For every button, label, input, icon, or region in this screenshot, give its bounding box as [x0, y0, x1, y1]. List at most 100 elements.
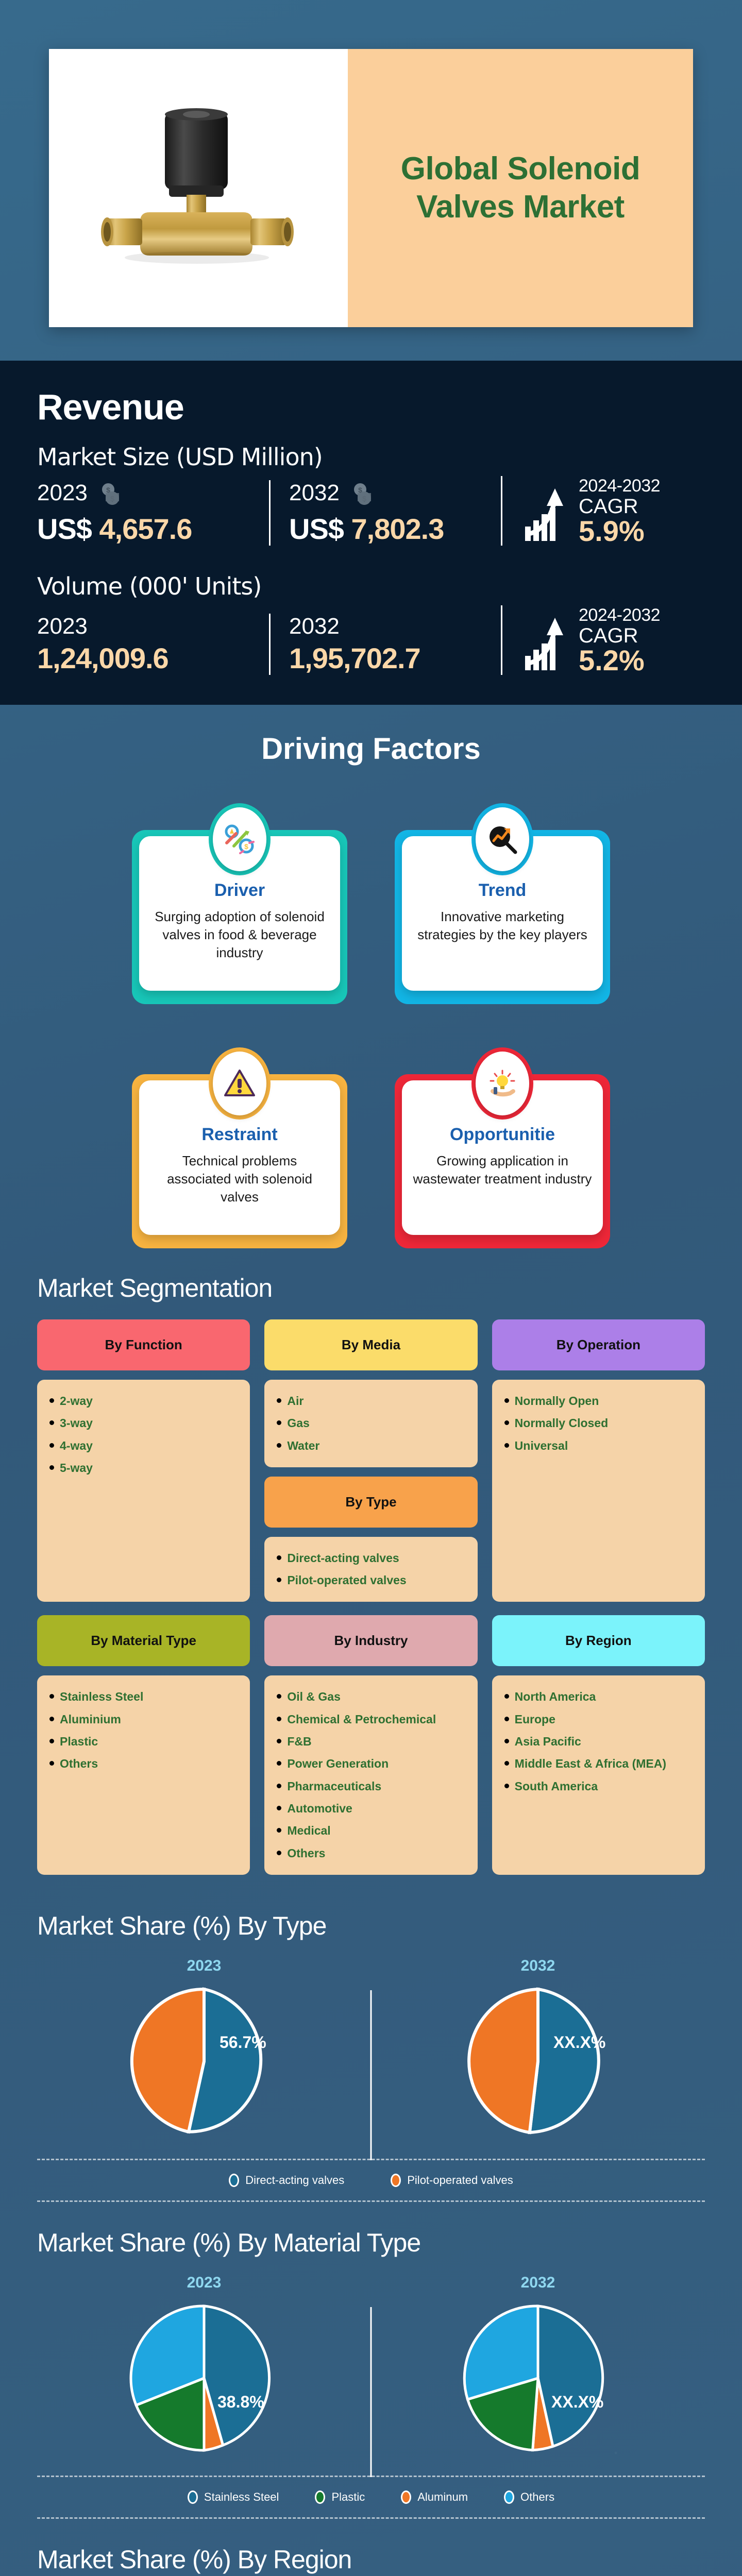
- volume-label: Volume (000' Units): [37, 572, 262, 600]
- factor-card-restraint: Restraint Technical problems associated …: [132, 1047, 347, 1248]
- market-size-forecast-year: 2032: [289, 480, 340, 505]
- legend-label: Stainless Steel: [204, 2490, 279, 2503]
- volume-forecast: 2032 1,95,702.7: [269, 614, 501, 675]
- coins-icon: $ $: [349, 483, 377, 510]
- segment-header[interactable]: By Media: [264, 1319, 478, 1370]
- market-size-forecast-amount: 7,802.3: [351, 513, 445, 545]
- market-size-forecast-value: US$ 7,802.3: [289, 512, 491, 546]
- market-size-row: 2023 $ $ US$ 4,657.6: [37, 476, 705, 546]
- hero-section: Global Solenoid Valves Market: [0, 0, 742, 361]
- share-by-type-legend: Direct-acting valves Pilot-operated valv…: [37, 2158, 705, 2202]
- market-size-cagr: 2024-2032 CAGR 5.9%: [501, 476, 705, 546]
- segment-header[interactable]: By Function: [37, 1319, 250, 1370]
- cagr-value: 5.9%: [579, 515, 645, 547]
- volume-forecast-year: 2032: [289, 614, 340, 639]
- volume-base-amount: 1,24,009.6: [37, 642, 169, 674]
- list-item: Stainless Steel: [48, 1686, 239, 1708]
- list-item: Pharmaceuticals: [276, 1775, 466, 1798]
- segment-group-by-operation: By Operation Normally Open Normally Clos…: [492, 1319, 705, 1602]
- segment-header[interactable]: By Region: [492, 1615, 705, 1667]
- market-size-forecast: 2032 $ $ US$ 7,802.3: [269, 480, 501, 546]
- pie-chart-material-2032: XX.X%: [461, 2301, 615, 2458]
- market-size-base: 2023 $ $ US$ 4,657.6: [37, 480, 269, 546]
- legend-item: Aluminum: [401, 2490, 468, 2504]
- coins-icon: $ $: [97, 483, 125, 510]
- volume-cagr: 2024-2032 CAGR 5.2%: [501, 605, 705, 675]
- trend-magnifier-icon: [476, 807, 529, 871]
- list-item: 5-way: [48, 1457, 239, 1479]
- list-item: Automotive: [276, 1798, 466, 1820]
- segment-header[interactable]: By Operation: [492, 1319, 705, 1370]
- share-by-material-legend: Stainless Steel Plastic Aluminum Others: [37, 2475, 705, 2519]
- pie-value-label: 38.8%: [217, 2392, 264, 2411]
- card-title: Driver: [214, 880, 265, 900]
- market-size-base-amount: 4,657.6: [99, 513, 193, 545]
- segment-group-by-material-type: By Material Type Stainless Steel Alumini…: [37, 1615, 250, 1875]
- card-text: Innovative marketing strategies by the k…: [417, 909, 587, 943]
- card-text: Growing application in wastewater treatm…: [413, 1153, 592, 1187]
- legend-label: Plastic: [331, 2490, 365, 2503]
- segment-body: Oil & Gas Chemical & Petrochemical F&B P…: [264, 1675, 478, 1875]
- revenue-heading: Revenue: [37, 387, 184, 427]
- segmentation-row-2: By Material Type Stainless Steel Alumini…: [37, 1615, 705, 1875]
- share-by-type-charts: 2023 56.7% 2032 XX.X%: [37, 1957, 705, 2160]
- segment-list: Normally Open Normally Closed Universal: [503, 1390, 694, 1457]
- list-item: Power Generation: [276, 1753, 466, 1775]
- segment-header[interactable]: By Industry: [264, 1615, 478, 1667]
- segment-list: North America Europe Asia Pacific Middle…: [503, 1686, 694, 1797]
- list-item: Aluminium: [48, 1708, 239, 1731]
- list-item: Asia Pacific: [503, 1731, 694, 1753]
- list-item: 4-way: [48, 1435, 239, 1457]
- share-by-type-heading: Market Share (%) By Type: [37, 1911, 327, 1940]
- share-by-material-heading: Market Share (%) By Material Type: [37, 2228, 421, 2257]
- market-segmentation-section: Market Segmentation By Function 2-way 3-…: [0, 1256, 742, 1895]
- list-item: Gas: [276, 1412, 466, 1434]
- factor-card-driver: $ Driver Surging adoption of solenoid va…: [132, 803, 347, 1004]
- legend-item: Stainless Steel: [187, 2490, 279, 2504]
- driving-factors-grid: $ Driver Surging adoption of solenoid va…: [132, 803, 610, 1248]
- segment-header[interactable]: By Type: [264, 1476, 478, 1528]
- hero-product-image: [49, 49, 348, 327]
- segmentation-row-1: By Function 2-way 3-way 4-way 5-way By M…: [37, 1319, 705, 1602]
- market-share-by-material-section: Market Share (%) By Material Type 2023: [0, 2212, 742, 2529]
- list-item: Normally Open: [503, 1390, 694, 1412]
- driving-factors-section: Driving Factors $: [0, 705, 742, 1256]
- share-by-material-charts: 2023 38.8% 2032: [37, 2274, 705, 2477]
- pie-panel-2032: 2032 XX.X%: [371, 1957, 705, 2141]
- legend-item: Pilot-operated valves: [391, 2173, 513, 2187]
- gears-growth-icon: $: [213, 807, 266, 871]
- market-size-forecast-currency: US$: [289, 513, 344, 545]
- pie-year-label: 2032: [520, 2274, 555, 2291]
- segment-group-by-media: By Media Air Gas Water: [264, 1319, 478, 1467]
- spacer: [264, 1467, 477, 1477]
- market-share-by-type-section: Market Share (%) By Type 2023 56.7% 2032: [0, 1895, 742, 2212]
- legend-label: Pilot-operated valves: [407, 2173, 513, 2187]
- cagr-label: CAGR: [579, 495, 638, 518]
- list-item: Water: [276, 1435, 466, 1457]
- segment-list: Oil & Gas Chemical & Petrochemical F&B P…: [276, 1686, 466, 1864]
- legend-color-swatch: [504, 2490, 515, 2504]
- segment-list: Air Gas Water: [276, 1390, 466, 1457]
- segment-body: Normally Open Normally Closed Universal: [492, 1380, 705, 1602]
- pie-year-label: 2023: [187, 1957, 222, 1974]
- svg-text:$: $: [106, 486, 110, 494]
- page-title: Global Solenoid Valves Market: [401, 150, 640, 227]
- cagr-label: CAGR: [579, 624, 638, 647]
- revenue-section: Revenue Market Size (USD Million) 2023 $…: [0, 361, 742, 705]
- list-item: Direct-acting valves: [276, 1547, 466, 1569]
- volume-base-value: 1,24,009.6: [37, 641, 259, 675]
- list-item: Plastic: [48, 1731, 239, 1753]
- segment-header[interactable]: By Material Type: [37, 1615, 250, 1667]
- cagr-range: 2024-2032: [579, 605, 661, 625]
- svg-text:$: $: [358, 486, 362, 494]
- chart-divider: [370, 2307, 372, 2477]
- list-item: Others: [276, 1842, 466, 1865]
- market-size-base-value: US$ 4,657.6: [37, 512, 259, 546]
- cagr-text-block: 2024-2032 CAGR 5.9%: [579, 476, 661, 547]
- hero-banner: Global Solenoid Valves Market: [49, 49, 693, 327]
- legend-color-swatch: [315, 2490, 326, 2504]
- segment-column-media-type: By Media Air Gas Water By Type Dire: [264, 1319, 478, 1602]
- list-item: Oil & Gas: [276, 1686, 466, 1708]
- pie-chart-type-2023: 56.7%: [127, 1984, 281, 2141]
- list-item: 2-way: [48, 1390, 239, 1412]
